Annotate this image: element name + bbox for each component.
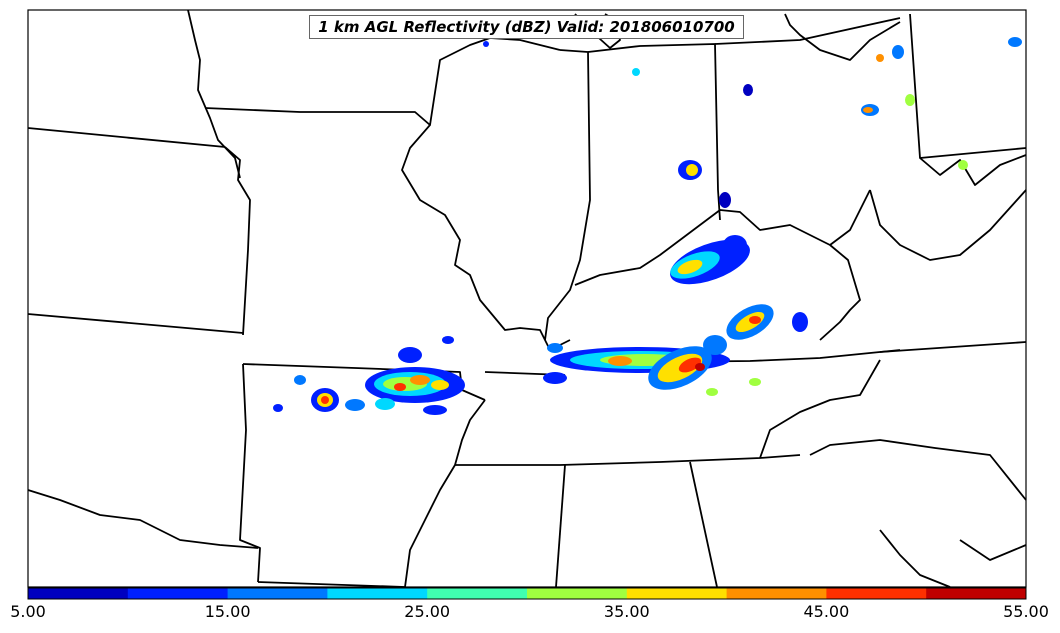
colorbar xyxy=(27,587,1027,600)
colorbar-tick-label: 35.00 xyxy=(603,602,650,621)
colorbar-segment xyxy=(527,588,628,599)
colorbar-outline xyxy=(27,587,1027,600)
map-frame xyxy=(27,9,1027,588)
colorbar-segment xyxy=(327,588,428,599)
colorbar-segment xyxy=(127,588,229,599)
reflectivity-cells xyxy=(273,37,1022,415)
colorbar-tick-label: 5.00 xyxy=(10,602,46,621)
colorbar-segment xyxy=(427,588,528,599)
colorbar-tick-label: 15.00 xyxy=(204,602,251,621)
colorbar-tick-label: 55.00 xyxy=(1003,602,1049,621)
colorbar-segment xyxy=(826,588,927,599)
map-title: 1 km AGL Reflectivity (dBZ) Valid: 20180… xyxy=(309,15,744,39)
colorbar-segment xyxy=(726,588,827,599)
colorbar-tick-label: 25.00 xyxy=(404,602,451,621)
colorbar-segment xyxy=(227,588,328,599)
colorbar-segment xyxy=(28,588,129,599)
colorbar-segment xyxy=(626,588,728,599)
colorbar-segment xyxy=(926,588,1027,599)
colorbar-tick-label: 45.00 xyxy=(803,602,850,621)
